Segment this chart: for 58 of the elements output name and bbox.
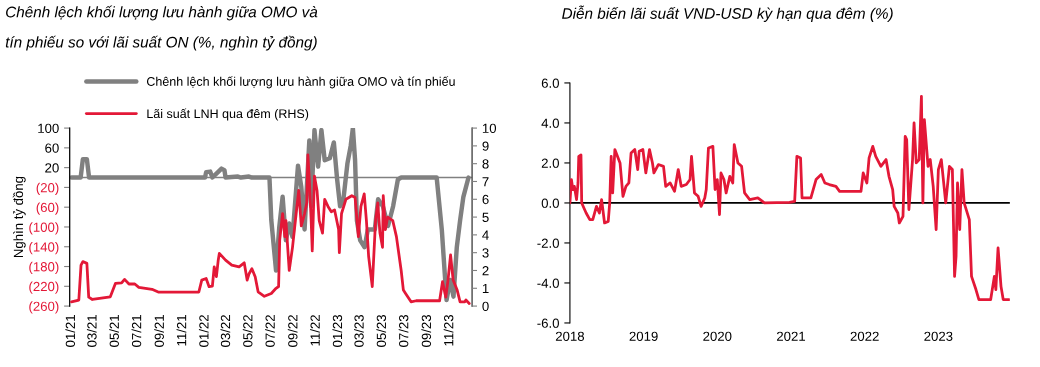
y-tick-label: (220) xyxy=(29,281,59,294)
x-tick-label: 2021 xyxy=(776,331,806,341)
x-tick-label: 09/22 xyxy=(287,315,298,347)
legend-label: Chênh lệch khối lượng lưu hành giữa OMO và tín phiếu xyxy=(146,76,455,89)
legend-label: Lãi suất LNH qua đêm (RHS) xyxy=(147,108,309,121)
y2-tick-label: 5 xyxy=(482,212,489,222)
y-tick-label: 2.0 xyxy=(541,158,559,168)
y2-tick-label: 7 xyxy=(482,177,489,187)
y-tick-label: 0.0 xyxy=(541,198,559,208)
y-axis-title: Nghìn tỷ đồng xyxy=(12,176,26,258)
x-tick-label: 11/22 xyxy=(310,315,320,346)
x-tick-label: 03/23 xyxy=(354,314,364,347)
y-tick-label: -4.0 xyxy=(537,278,559,288)
x-tick-label: 09/23 xyxy=(421,314,432,347)
y-tick-label: -2.0 xyxy=(537,238,559,248)
x-tick-label: 07/22 xyxy=(265,315,275,347)
x-tick-label: 11/23 xyxy=(443,314,454,346)
x-tick-label: 01/21 xyxy=(65,315,76,347)
y2-tick-label: 4 xyxy=(482,230,489,240)
x-tick-label: 01/22 xyxy=(198,315,209,347)
chart-title: Diễn biến lãi suất VND-USD kỳ hạn qua đêm (%) xyxy=(562,5,893,22)
x-tick-label: 2020 xyxy=(703,331,732,341)
y2-tick-label: 3 xyxy=(482,248,489,258)
x-tick-label: 05/22 xyxy=(242,315,253,347)
y-tick-label: 6.0 xyxy=(541,78,559,88)
y-tick-label: (180) xyxy=(29,261,59,275)
x-tick-label: 07/21 xyxy=(131,315,142,347)
x-tick-label: 01/23 xyxy=(332,314,343,347)
x-tick-label: 2023 xyxy=(924,331,953,341)
y2-tick-label: 10 xyxy=(482,123,497,133)
chart-title: Chênh lệch khối lượng lưu hành giữa OMO và tín phiếu so với lãi suất ON (%, nghìn tỷ đồng) xyxy=(5,5,318,51)
x-tick-label: 09/21 xyxy=(154,315,164,347)
y2-tick-label: 6 xyxy=(482,194,489,205)
y-tick-label: 100 xyxy=(38,123,59,133)
y2-tick-label: 1 xyxy=(482,283,489,294)
y-tick-label: -6.0 xyxy=(537,318,559,328)
y2-tick-label: 2 xyxy=(482,266,489,276)
y2-tick-label: 8 xyxy=(482,159,489,169)
x-tick-label: 03/21 xyxy=(86,315,97,347)
y-tick-label: 20 xyxy=(45,163,59,173)
line-series xyxy=(70,153,471,305)
y-tick-label: (60) xyxy=(36,202,59,215)
x-tick-label: 07/23 xyxy=(398,314,409,347)
y-tick-label: (260) xyxy=(29,301,59,314)
y-tick-label: (100) xyxy=(29,222,59,235)
x-tick-label: 2018 xyxy=(555,331,585,341)
y-tick-label: (20) xyxy=(36,182,59,195)
x-tick-label: 2019 xyxy=(629,331,658,341)
y-tick-label: 60 xyxy=(45,143,59,153)
x-tick-label: 03/22 xyxy=(220,315,231,347)
y-tick-label: 4.0 xyxy=(541,118,559,128)
x-tick-label: 2022 xyxy=(850,331,879,341)
x-tick-label: 05/21 xyxy=(109,315,119,347)
x-tick-label: 11/21 xyxy=(176,315,187,346)
y2-tick-label: 0 xyxy=(482,301,489,311)
y2-tick-label: 9 xyxy=(482,141,489,151)
x-tick-label: 05/23 xyxy=(376,314,387,347)
y-tick-label: (140) xyxy=(29,241,59,255)
